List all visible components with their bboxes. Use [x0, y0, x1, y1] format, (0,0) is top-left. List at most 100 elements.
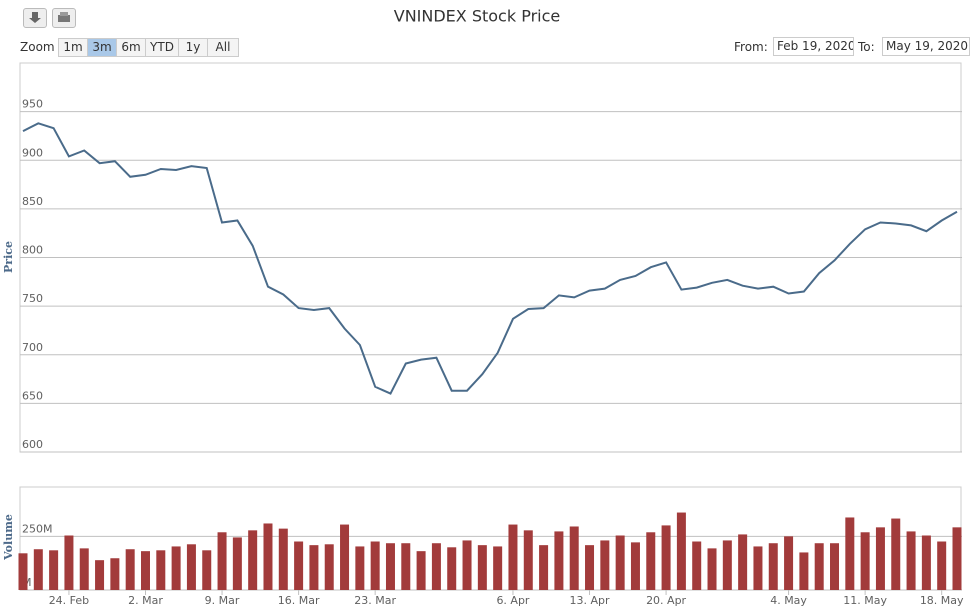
- volume-bar: [860, 532, 870, 590]
- volume-bar: [340, 524, 350, 590]
- volume-bar: [493, 546, 503, 590]
- volume-bar: [416, 551, 426, 590]
- x-tick-label: 9. Mar: [205, 594, 240, 607]
- volume-bar: [814, 543, 824, 590]
- volume-bar: [401, 543, 411, 590]
- y-tick-label: 600: [22, 438, 43, 451]
- volume-bar: [324, 544, 334, 590]
- volume-bar: [110, 558, 120, 590]
- print-icon: [58, 12, 70, 22]
- zoom-button[interactable]: 3m: [87, 38, 117, 57]
- print-button[interactable]: [52, 8, 76, 28]
- volume-bar: [891, 518, 901, 590]
- price-line: [22, 122, 958, 395]
- volume-bar: [385, 543, 395, 590]
- zoom-button[interactable]: YTD: [145, 38, 179, 57]
- volume-bar: [539, 545, 549, 590]
- volume-bar: [768, 543, 778, 590]
- y-tick-label: 900: [22, 146, 43, 159]
- x-tick-label: 20. Apr: [646, 594, 686, 607]
- y-tick-label: 650: [22, 389, 43, 402]
- volume-bar: [125, 549, 135, 590]
- volume-bar: [294, 541, 304, 590]
- volume-bar: [830, 543, 840, 590]
- zoom-label: Zoom: [20, 40, 55, 54]
- volume-bar: [447, 547, 457, 590]
- zoom-button[interactable]: 1m: [58, 38, 88, 57]
- plot-border: [19, 486, 962, 591]
- volume-bar: [600, 540, 610, 590]
- chart-title: VNINDEX Stock Price: [394, 7, 560, 26]
- y-tick-label: 750: [22, 292, 43, 305]
- volume-bar: [921, 535, 931, 590]
- volume-bar: [937, 541, 947, 590]
- x-tick-label: 18. May: [920, 594, 964, 607]
- x-tick-label: 4. May: [770, 594, 807, 607]
- y-tick-label: 250M: [22, 522, 53, 535]
- price-axis-title: Price: [2, 241, 15, 273]
- zoom-button[interactable]: All: [207, 38, 239, 57]
- volume-bar: [431, 543, 441, 590]
- volume-bar: [906, 531, 916, 590]
- volume-bar: [217, 532, 227, 590]
- volume-bar: [232, 537, 242, 590]
- x-tick-label: 6. Apr: [496, 594, 529, 607]
- volume-bar: [554, 531, 564, 590]
- from-input[interactable]: Feb 19, 2020: [773, 37, 854, 56]
- volume-bar: [171, 546, 181, 590]
- x-tick-label: 16. Mar: [278, 594, 320, 607]
- download-icon: [29, 12, 41, 23]
- to-label: To:: [858, 40, 875, 54]
- volume-bar: [523, 530, 533, 590]
- volume-bar: [845, 517, 855, 590]
- y-tick-label: 950: [22, 98, 43, 111]
- volume-bar: [18, 553, 28, 590]
- x-tick-label: 11. May: [843, 594, 887, 607]
- volume-bar: [508, 524, 518, 590]
- y-tick-label: 800: [22, 244, 43, 257]
- y-tick-label: 700: [22, 341, 43, 354]
- plot-border: [19, 62, 962, 453]
- volume-axis-title: Volume: [2, 514, 15, 561]
- x-tick-label: 2. Mar: [128, 594, 163, 607]
- volume-bar: [799, 552, 809, 590]
- volume-bar: [95, 560, 105, 590]
- volume-bar: [630, 542, 640, 590]
- volume-bar: [370, 541, 380, 590]
- y-tick-label: 850: [22, 195, 43, 208]
- volume-bar: [248, 530, 258, 590]
- volume-bar: [355, 546, 365, 590]
- volume-bar: [875, 527, 885, 590]
- x-tick-label: 23. Mar: [354, 594, 396, 607]
- zoom-button[interactable]: 6m: [116, 38, 146, 57]
- to-input[interactable]: May 19, 2020: [882, 37, 970, 56]
- volume-bar: [64, 535, 74, 590]
- volume-bar: [202, 550, 212, 590]
- volume-bar: [738, 534, 748, 590]
- volume-bar: [569, 526, 579, 590]
- volume-bar: [186, 544, 196, 590]
- volume-bar: [585, 545, 595, 590]
- volume-bar: [477, 545, 487, 590]
- volume-bar: [784, 536, 794, 590]
- x-tick-label: 13. Apr: [570, 594, 610, 607]
- volume-bar: [49, 550, 59, 590]
- volume-bar: [278, 528, 288, 590]
- volume-bar: [692, 541, 702, 590]
- volume-bar: [676, 512, 686, 590]
- volume-bar: [707, 548, 717, 590]
- volume-bar: [646, 532, 656, 590]
- from-label: From:: [734, 40, 768, 54]
- volume-bar: [615, 535, 625, 590]
- x-tick-label: 24. Feb: [49, 594, 89, 607]
- zoom-button[interactable]: 1y: [178, 38, 208, 57]
- download-button[interactable]: [23, 8, 47, 28]
- volume-bar: [33, 549, 43, 590]
- y-tick-label: M: [22, 576, 32, 589]
- volume-bar: [309, 545, 319, 590]
- volume-bar: [79, 548, 89, 590]
- volume-bar: [462, 540, 472, 590]
- volume-bar: [263, 523, 273, 590]
